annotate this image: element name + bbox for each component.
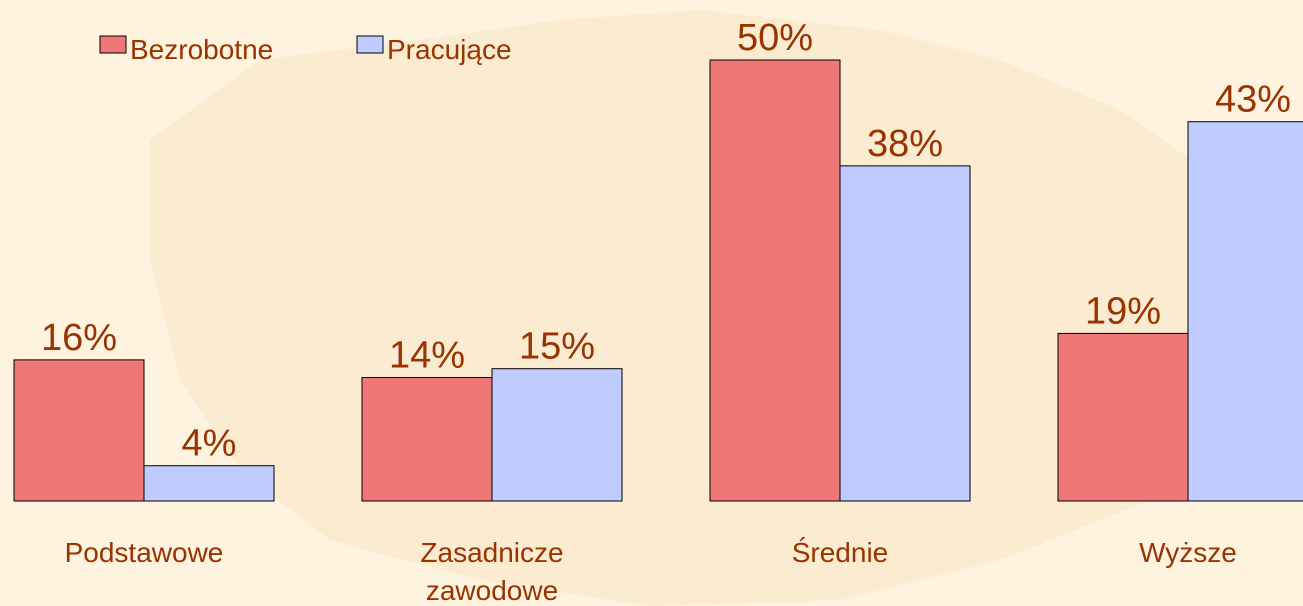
- bar: [13, 359, 145, 502]
- data-label: 16%: [41, 317, 117, 359]
- data-label: 38%: [867, 123, 943, 165]
- data-label: 43%: [1215, 79, 1291, 121]
- legend-swatch: [99, 35, 127, 54]
- legend-label: Bezrobotne: [130, 34, 273, 65]
- x-tick-label: Średnie: [792, 536, 889, 568]
- x-tick-label: Zasadnicze zawodowe: [420, 537, 563, 606]
- bar: [491, 368, 623, 502]
- bar: [709, 59, 841, 502]
- x-tick-label: Wyższe: [1139, 537, 1237, 568]
- data-label: 15%: [519, 326, 595, 368]
- bar: [839, 165, 971, 502]
- bar: [1057, 332, 1189, 502]
- legend-label: Pracujące: [387, 34, 512, 65]
- bar: [143, 465, 275, 502]
- data-label: 4%: [182, 423, 237, 465]
- legend-swatch: [356, 35, 384, 54]
- bar: [1187, 121, 1303, 502]
- x-tick-label: Podstawowe: [65, 537, 224, 568]
- data-label: 19%: [1085, 290, 1161, 332]
- bar: [361, 377, 493, 502]
- data-label: 50%: [737, 17, 813, 59]
- data-label: 14%: [389, 335, 465, 377]
